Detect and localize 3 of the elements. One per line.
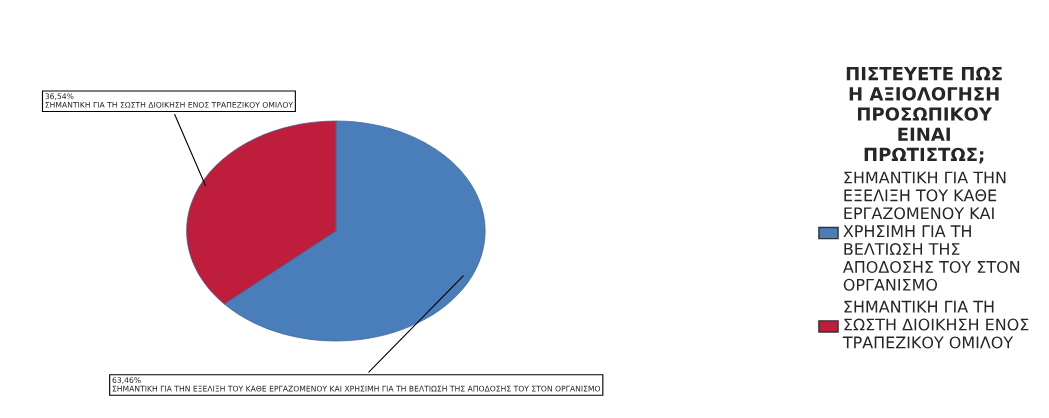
legend-label: ΣΗΜΑΝΤΙΚΗ ΓΙΑ ΤΗΝ ΕΞΕΛΙΞΗ ΤΟΥ ΚΑΘΕ ΕΡΓΑΖΟΜΕΝΟΥ ΚΑΙ ΧΡΗΣΙΜΗ ΓΙΑ ΤΗ ΒΕΛΤΙΩΣΗ ΤΗΣ ΑΠΟΔΟΣΗΣ ΤΟΥ ΣΤΟΝ ΟΡΓΑΝΙΣΜΟ <box>842 171 1020 291</box>
legend-title: ΠΙΣΤΕΥΕΤΕ ΠΩΣ Η ΑΞΙΟΛΟΓΗΣΗ ΠΡΟΣΩΠΙΚΟΥ ΕΙΝΑΙ ΠΡΩΤΙΣΤΩΣ; <box>846 66 1002 164</box>
legend-label: ΣΗΜΑΝΤΙΚΗ ΓΙΑ ΤΗ ΣΩΣΤΗ ΔΙΟΙΚΗΣΗ ΕΝΟΣ ΤΡΑΠΕΖΙΚΟΥ ΟΜΙΛΟΥ <box>842 300 1029 349</box>
